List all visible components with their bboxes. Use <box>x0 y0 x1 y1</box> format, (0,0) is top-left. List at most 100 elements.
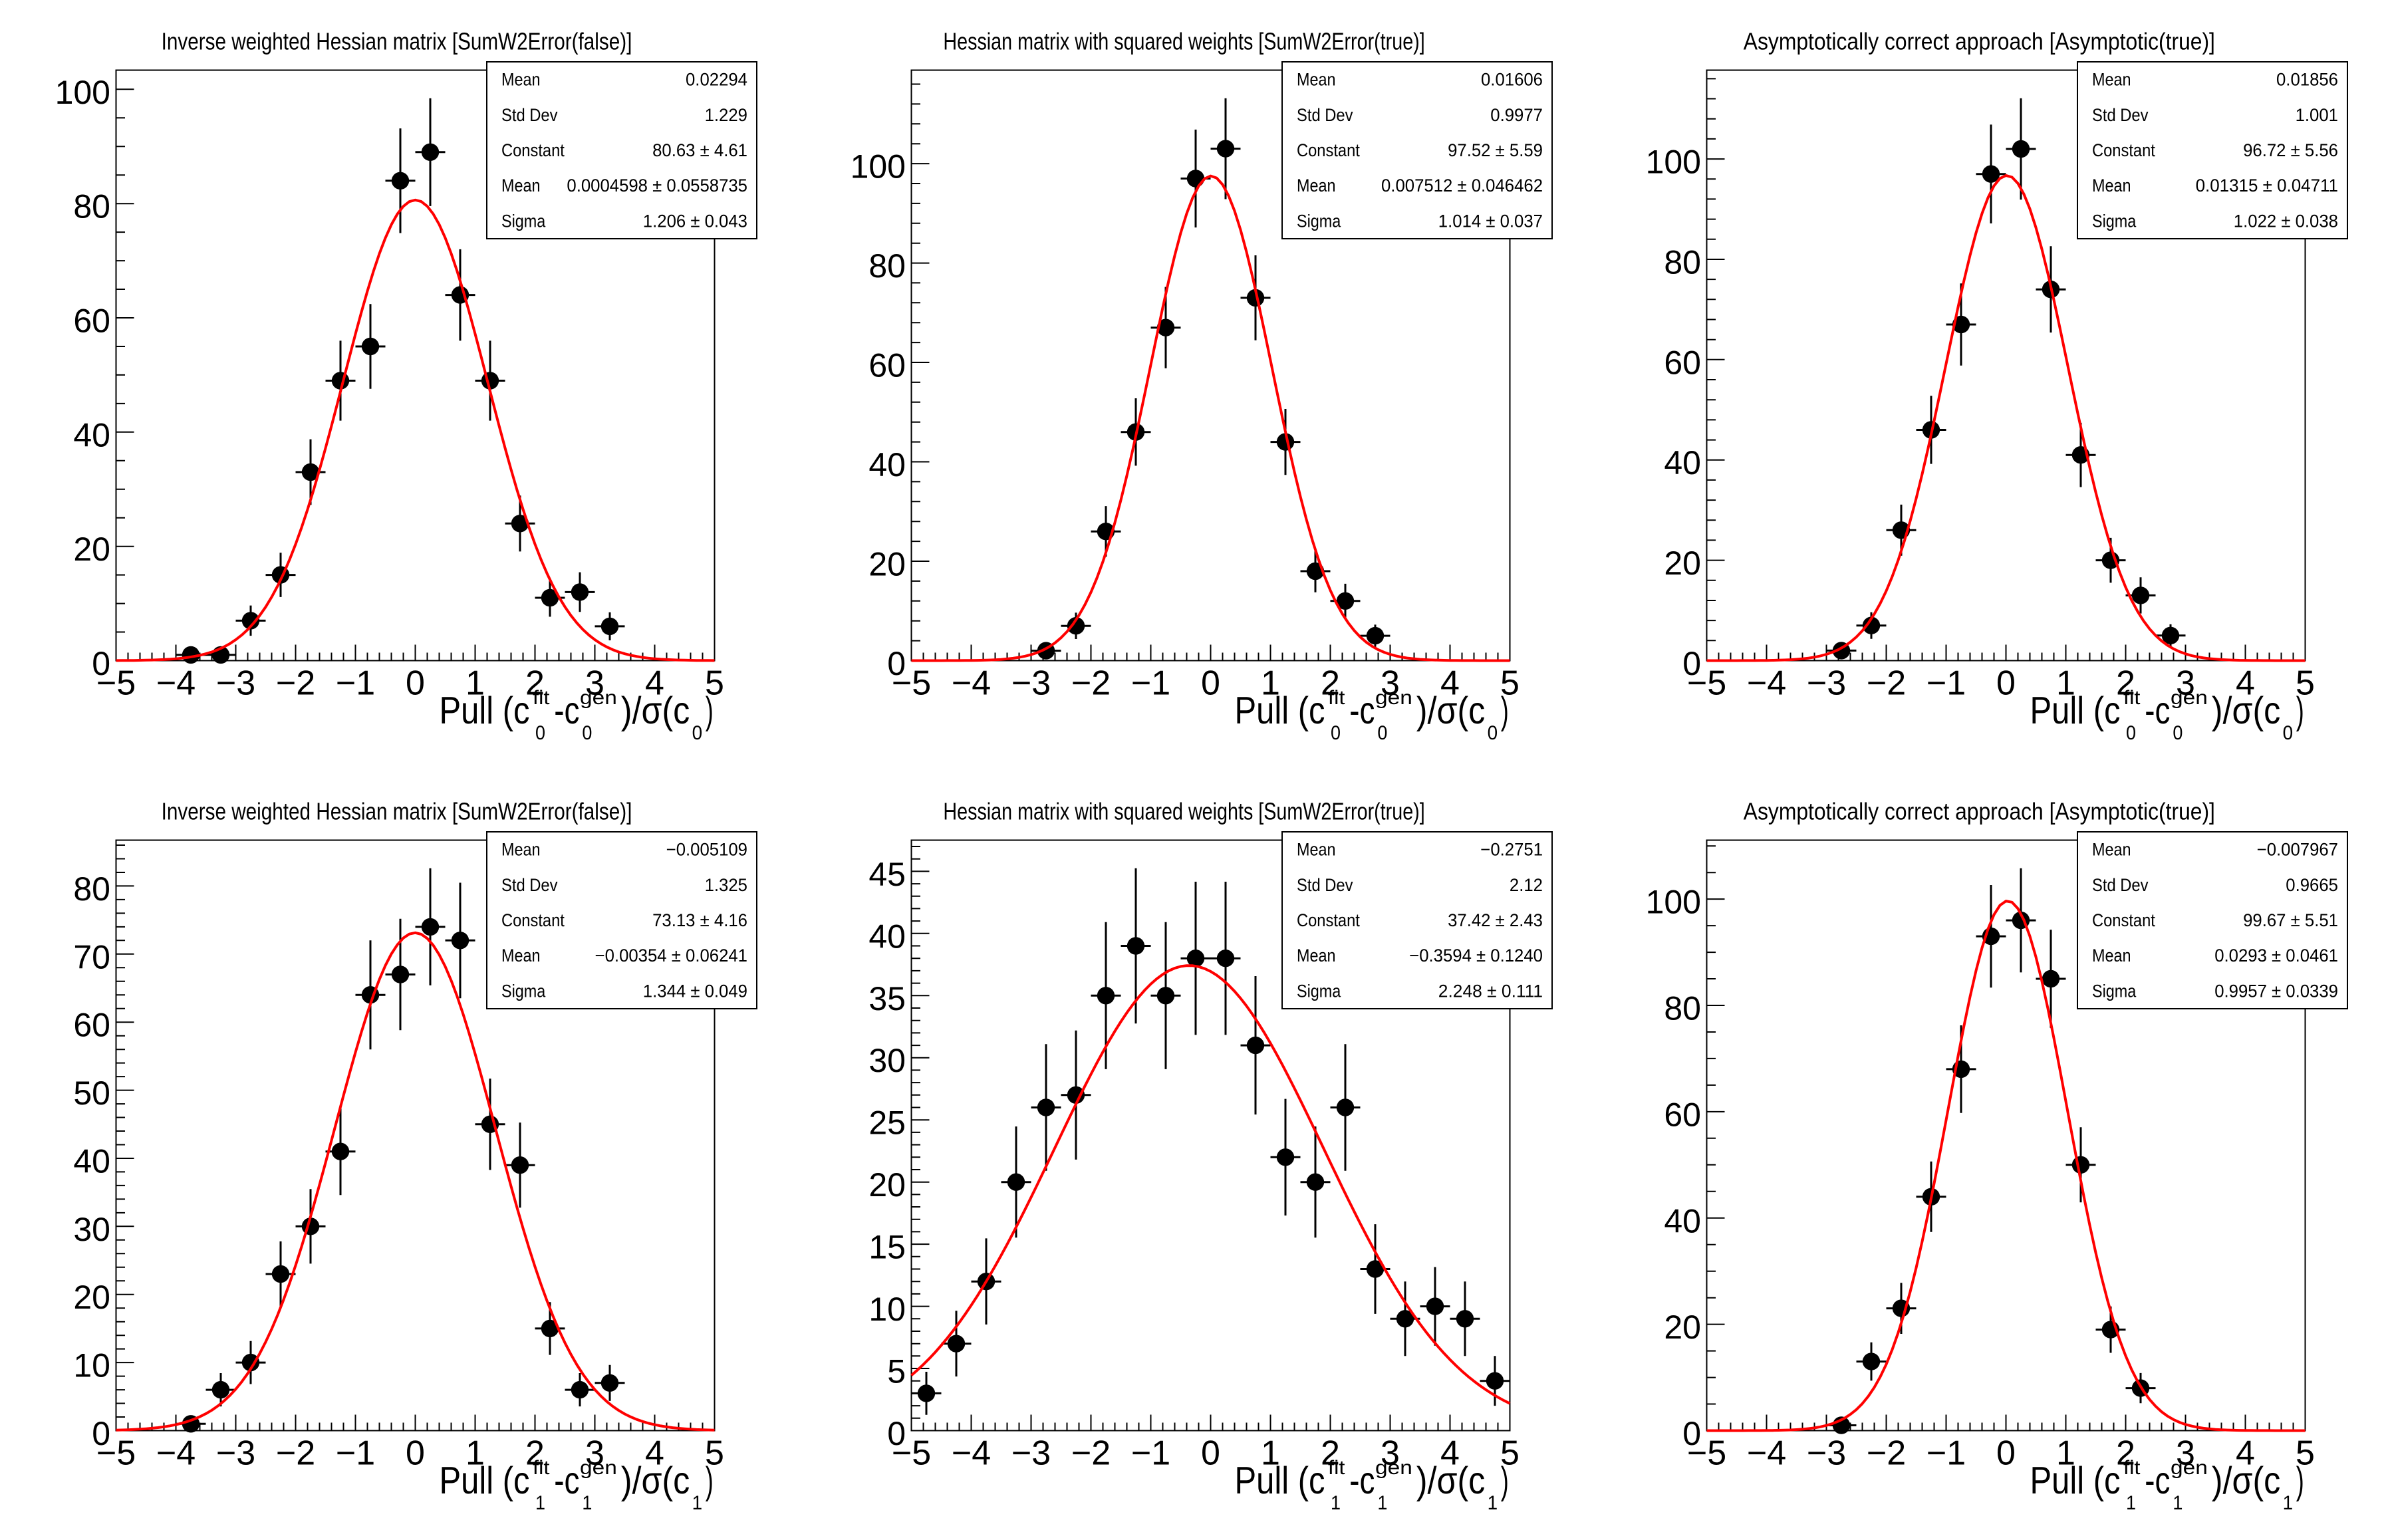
svg-text:-c: -c <box>1349 690 1375 732</box>
svg-text:1.001: 1.001 <box>2296 105 2338 125</box>
svg-text:Constant: Constant <box>1297 910 1360 930</box>
svg-text:100: 100 <box>1646 884 1701 921</box>
svg-text:Std Dev: Std Dev <box>2092 105 2149 125</box>
svg-text:): ) <box>1501 690 1509 732</box>
svg-text:0: 0 <box>406 1434 425 1472</box>
svg-text:80: 80 <box>73 188 110 225</box>
svg-text:0: 0 <box>535 722 545 744</box>
svg-text:10: 10 <box>73 1347 110 1384</box>
svg-text:Mean: Mean <box>1297 176 1336 195</box>
svg-text:1: 1 <box>2126 1492 2136 1514</box>
svg-text:100: 100 <box>1646 144 1701 181</box>
svg-text:−1: −1 <box>336 1434 375 1472</box>
svg-text:2: 2 <box>2116 1434 2135 1472</box>
svg-text:0: 0 <box>1996 664 2016 702</box>
svg-text:Std Dev: Std Dev <box>501 875 558 895</box>
svg-text:3: 3 <box>585 1434 604 1472</box>
svg-text:20: 20 <box>868 1166 906 1204</box>
svg-text:5: 5 <box>1500 664 1520 702</box>
svg-text:Inverse weighted Hessian matri: Inverse weighted Hessian matrix [SumW2Er… <box>162 28 632 55</box>
svg-text:Constant: Constant <box>1297 140 1360 160</box>
svg-text:): ) <box>706 1460 714 1502</box>
svg-text:80: 80 <box>73 870 110 908</box>
svg-text:100: 100 <box>55 74 110 111</box>
svg-text:fit: fit <box>533 1457 550 1479</box>
svg-text:60: 60 <box>868 347 906 384</box>
svg-text:Mean: Mean <box>1297 946 1336 965</box>
svg-text:80.63 ± 4.61: 80.63 ± 4.61 <box>652 140 747 160</box>
svg-text:0.02294: 0.02294 <box>686 70 747 90</box>
svg-text:0: 0 <box>1996 1434 2016 1472</box>
svg-text:2: 2 <box>525 664 545 702</box>
svg-text:40: 40 <box>73 416 110 453</box>
svg-text:−0.2751: −0.2751 <box>1480 840 1543 860</box>
svg-text:1.206 ± 0.043: 1.206 ± 0.043 <box>643 211 747 231</box>
svg-text:Pull (c: Pull (c <box>1235 690 1325 732</box>
svg-text:gen: gen <box>1375 1457 1412 1479</box>
svg-text:5: 5 <box>1500 1434 1520 1472</box>
svg-text:)/σ(c: )/σ(c <box>2212 1460 2281 1502</box>
svg-text:−4: −4 <box>952 664 991 702</box>
svg-text:−3: −3 <box>216 664 255 702</box>
svg-text:70: 70 <box>73 938 110 975</box>
svg-text:−1: −1 <box>1131 664 1170 702</box>
svg-text:2: 2 <box>1321 664 1340 702</box>
svg-text:−0.007967: −0.007967 <box>2257 840 2338 860</box>
svg-text:4: 4 <box>645 1434 664 1472</box>
svg-text:3: 3 <box>585 664 604 702</box>
svg-text:0: 0 <box>887 1415 906 1452</box>
svg-text:Asymptotically correct approac: Asymptotically correct approach [Asympto… <box>1744 28 2215 55</box>
svg-text:0: 0 <box>1201 664 1220 702</box>
svg-text:1: 1 <box>692 1492 703 1514</box>
svg-text:40: 40 <box>73 1143 110 1180</box>
svg-text:−2: −2 <box>276 664 315 702</box>
svg-text:): ) <box>706 690 714 732</box>
svg-text:−1: −1 <box>336 664 375 702</box>
svg-text:99.67 ± 5.51: 99.67 ± 5.51 <box>2243 910 2338 930</box>
svg-text:−3: −3 <box>1011 1434 1051 1472</box>
svg-text:40: 40 <box>1664 444 1701 481</box>
svg-text:1: 1 <box>582 1492 592 1514</box>
svg-text:Constant: Constant <box>501 910 565 930</box>
svg-text:)/σ(c: )/σ(c <box>1416 1460 1486 1502</box>
svg-text:3: 3 <box>1381 1434 1400 1472</box>
svg-text:Hessian matrix with squared we: Hessian matrix with squared weights [Sum… <box>943 28 1424 55</box>
svg-text:−2: −2 <box>1071 664 1111 702</box>
svg-text:0.01856: 0.01856 <box>2276 70 2338 90</box>
svg-text:0: 0 <box>1331 722 1341 744</box>
svg-text:−2: −2 <box>1867 1434 1906 1472</box>
svg-text:80: 80 <box>1664 990 1701 1027</box>
svg-text:−3: −3 <box>216 1434 255 1472</box>
svg-text:−0.00354 ± 0.06241: −0.00354 ± 0.06241 <box>595 946 747 965</box>
svg-text:20: 20 <box>73 1279 110 1316</box>
svg-text:0.007512 ± 0.046462: 0.007512 ± 0.046462 <box>1381 176 1543 195</box>
svg-text:Pull (c: Pull (c <box>440 1460 530 1502</box>
svg-text:1: 1 <box>1331 1492 1341 1514</box>
svg-text:-c: -c <box>1349 1460 1375 1502</box>
svg-text:30: 30 <box>73 1211 110 1248</box>
svg-text:−0.005109: −0.005109 <box>666 840 747 860</box>
svg-text:−3: −3 <box>1807 1434 1846 1472</box>
svg-text:−5: −5 <box>1687 1434 1726 1472</box>
svg-text:fit: fit <box>2123 1457 2141 1479</box>
svg-text:-c: -c <box>2145 1460 2170 1502</box>
svg-text:2.12: 2.12 <box>1510 875 1543 895</box>
svg-text:0: 0 <box>1488 722 1498 744</box>
svg-text:5: 5 <box>2296 664 2315 702</box>
svg-text:73.13 ± 4.16: 73.13 ± 4.16 <box>652 910 747 930</box>
svg-text:Mean: Mean <box>1297 70 1336 90</box>
svg-text:): ) <box>2296 690 2304 732</box>
svg-text:1: 1 <box>1377 1492 1387 1514</box>
svg-text:2: 2 <box>2116 664 2135 702</box>
svg-text:1.229: 1.229 <box>705 105 747 125</box>
svg-text:−1: −1 <box>1926 664 1966 702</box>
svg-text:0: 0 <box>92 1415 110 1452</box>
svg-text:Pull (c: Pull (c <box>2030 1460 2121 1502</box>
svg-text:80: 80 <box>1664 244 1701 281</box>
svg-text:4: 4 <box>645 664 664 702</box>
svg-text:60: 60 <box>73 303 110 340</box>
svg-text:1: 1 <box>535 1492 545 1514</box>
svg-text:−2: −2 <box>1071 1434 1111 1472</box>
svg-text:0.9977: 0.9977 <box>1490 105 1543 125</box>
svg-text:−4: −4 <box>952 1434 991 1472</box>
